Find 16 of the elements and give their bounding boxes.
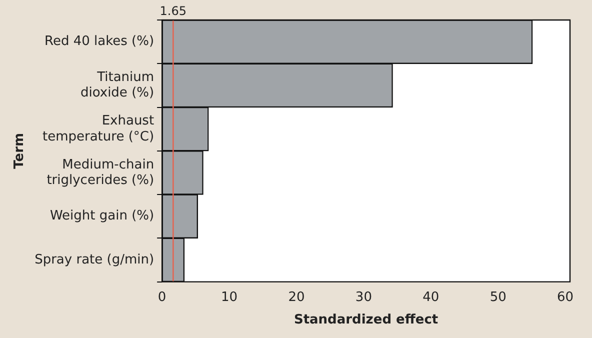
y-tick-label: Red 40 lakes (%) <box>44 34 154 50</box>
x-tick-label: 0 <box>158 290 166 305</box>
x-tick-label: 60 <box>557 290 574 305</box>
y-axis-title: Term <box>12 132 28 169</box>
ref-line-label: 1.65 <box>160 4 187 18</box>
y-tick-label: Weight gain (%) <box>50 208 154 224</box>
x-tick-label: 30 <box>355 290 372 305</box>
x-tick-label: 40 <box>422 290 440 305</box>
x-tick-label: 50 <box>490 290 506 305</box>
x-tick-label: 10 <box>221 290 238 305</box>
x-axis-title: Standardized effect <box>294 312 438 328</box>
y-tick-label: Medium-chain triglycerides (%) <box>46 157 154 188</box>
y-tick-label: Spray rate (g/min) <box>34 252 154 268</box>
y-tick-label: Exhaust temperature (°C) <box>42 114 154 144</box>
x-tick-label: 20 <box>288 290 305 305</box>
y-tick-label: Titanium dioxide (%) <box>80 70 154 101</box>
